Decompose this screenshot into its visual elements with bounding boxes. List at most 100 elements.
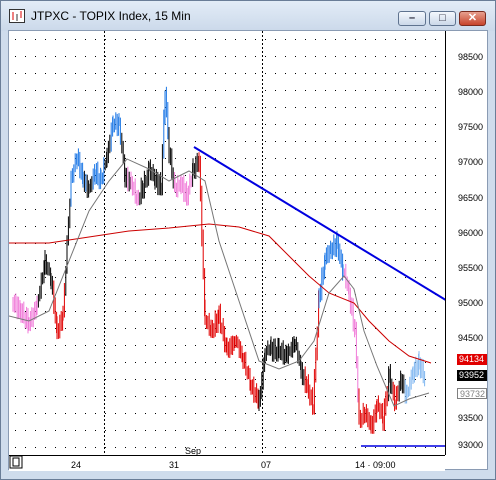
grid-dot xyxy=(215,141,216,142)
grid-dot xyxy=(345,158,346,159)
session-separator xyxy=(262,399,263,401)
grid-dot xyxy=(205,328,206,329)
grid-dot xyxy=(45,413,46,414)
grid-dot xyxy=(15,277,16,278)
grid-dot xyxy=(185,141,186,142)
grid-dot xyxy=(345,226,346,227)
grid-dot xyxy=(295,141,296,142)
grid-dot xyxy=(425,124,426,125)
grid-dot xyxy=(155,311,156,312)
grid-dot xyxy=(25,158,26,159)
grid-dot xyxy=(315,124,316,125)
grid-dot xyxy=(355,141,356,142)
grid-dot xyxy=(395,294,396,295)
maximize-button[interactable]: □ xyxy=(429,11,456,26)
grid-dot xyxy=(275,277,276,278)
grid-dot xyxy=(195,90,196,91)
grid-dot xyxy=(175,345,176,346)
grid-dot xyxy=(45,107,46,108)
grid-dot xyxy=(145,328,146,329)
grid-dot xyxy=(115,396,116,397)
session-separator xyxy=(104,415,105,417)
grid-dot xyxy=(195,107,196,108)
grid-dot xyxy=(45,209,46,210)
grid-dot xyxy=(125,447,126,448)
grid-dot xyxy=(285,277,286,278)
chart-scroll-handle[interactable] xyxy=(9,455,25,469)
grid-dot xyxy=(195,226,196,227)
session-separator xyxy=(262,251,263,253)
grid-dot xyxy=(175,294,176,295)
grid-dot xyxy=(255,294,256,295)
grid-dot xyxy=(15,379,16,380)
price-chart[interactable] xyxy=(9,31,446,455)
grid-dot xyxy=(255,430,256,431)
session-separator xyxy=(262,351,263,353)
grid-dot xyxy=(105,413,106,414)
grid-dot xyxy=(295,90,296,91)
grid-dot xyxy=(385,141,386,142)
grid-dot xyxy=(395,260,396,261)
session-separator xyxy=(262,163,263,165)
grid-dot xyxy=(105,226,106,227)
grid-dot xyxy=(115,277,116,278)
grid-dot xyxy=(365,277,366,278)
grid-dot xyxy=(355,345,356,346)
grid-dot xyxy=(195,192,196,193)
grid-dot xyxy=(215,107,216,108)
grid-dot xyxy=(395,413,396,414)
grid-dot xyxy=(435,158,436,159)
grid-dot xyxy=(405,311,406,312)
grid-dot xyxy=(95,362,96,363)
session-separator xyxy=(104,271,105,273)
grid-dot xyxy=(345,90,346,91)
grid-dot xyxy=(415,107,416,108)
grid-dot xyxy=(75,226,76,227)
grid-dot xyxy=(375,158,376,159)
grid-dot xyxy=(415,56,416,57)
grid-dot xyxy=(315,39,316,40)
session-separator xyxy=(104,55,105,57)
session-separator xyxy=(104,439,105,441)
price-axis-label: 97500 xyxy=(458,122,484,132)
grid-dot xyxy=(345,430,346,431)
grid-dot xyxy=(195,311,196,312)
close-button[interactable]: ✕ xyxy=(459,11,486,26)
grid-dot xyxy=(315,243,316,244)
grid-dot xyxy=(185,328,186,329)
grid-dot xyxy=(375,311,376,312)
grid-dot xyxy=(205,56,206,57)
grid-dot xyxy=(355,413,356,414)
grid-dot xyxy=(385,107,386,108)
session-separator xyxy=(262,323,263,325)
grid-dot xyxy=(165,379,166,380)
title-bar[interactable]: JTPXC - TOPIX Index, 15 Min – □ ✕ xyxy=(1,1,495,31)
session-separator xyxy=(104,139,105,141)
grid-dot xyxy=(365,362,366,363)
grid-dot xyxy=(235,294,236,295)
grid-dot xyxy=(175,413,176,414)
grid-dot xyxy=(195,124,196,125)
grid-dot xyxy=(385,175,386,176)
grid-dot xyxy=(305,362,306,363)
grid-dot xyxy=(245,107,246,108)
grid-dot xyxy=(45,56,46,57)
grid-dot xyxy=(305,124,306,125)
grid-dot xyxy=(385,56,386,57)
grid-dot xyxy=(365,209,366,210)
grid-dot xyxy=(55,260,56,261)
grid-dot xyxy=(35,175,36,176)
grid-dot xyxy=(305,158,306,159)
session-separator xyxy=(104,311,105,313)
grid-dot xyxy=(135,209,136,210)
grid-dot xyxy=(175,379,176,380)
price-axis-label: 97000 xyxy=(458,157,484,167)
downtrend-line[interactable] xyxy=(193,146,446,305)
session-separator xyxy=(104,407,105,409)
grid-dot xyxy=(275,209,276,210)
minimize-button[interactable]: – xyxy=(398,11,426,26)
grid-dot xyxy=(265,447,266,448)
session-separator xyxy=(104,123,105,125)
grid-dot xyxy=(215,413,216,414)
grid-dot xyxy=(315,175,316,176)
